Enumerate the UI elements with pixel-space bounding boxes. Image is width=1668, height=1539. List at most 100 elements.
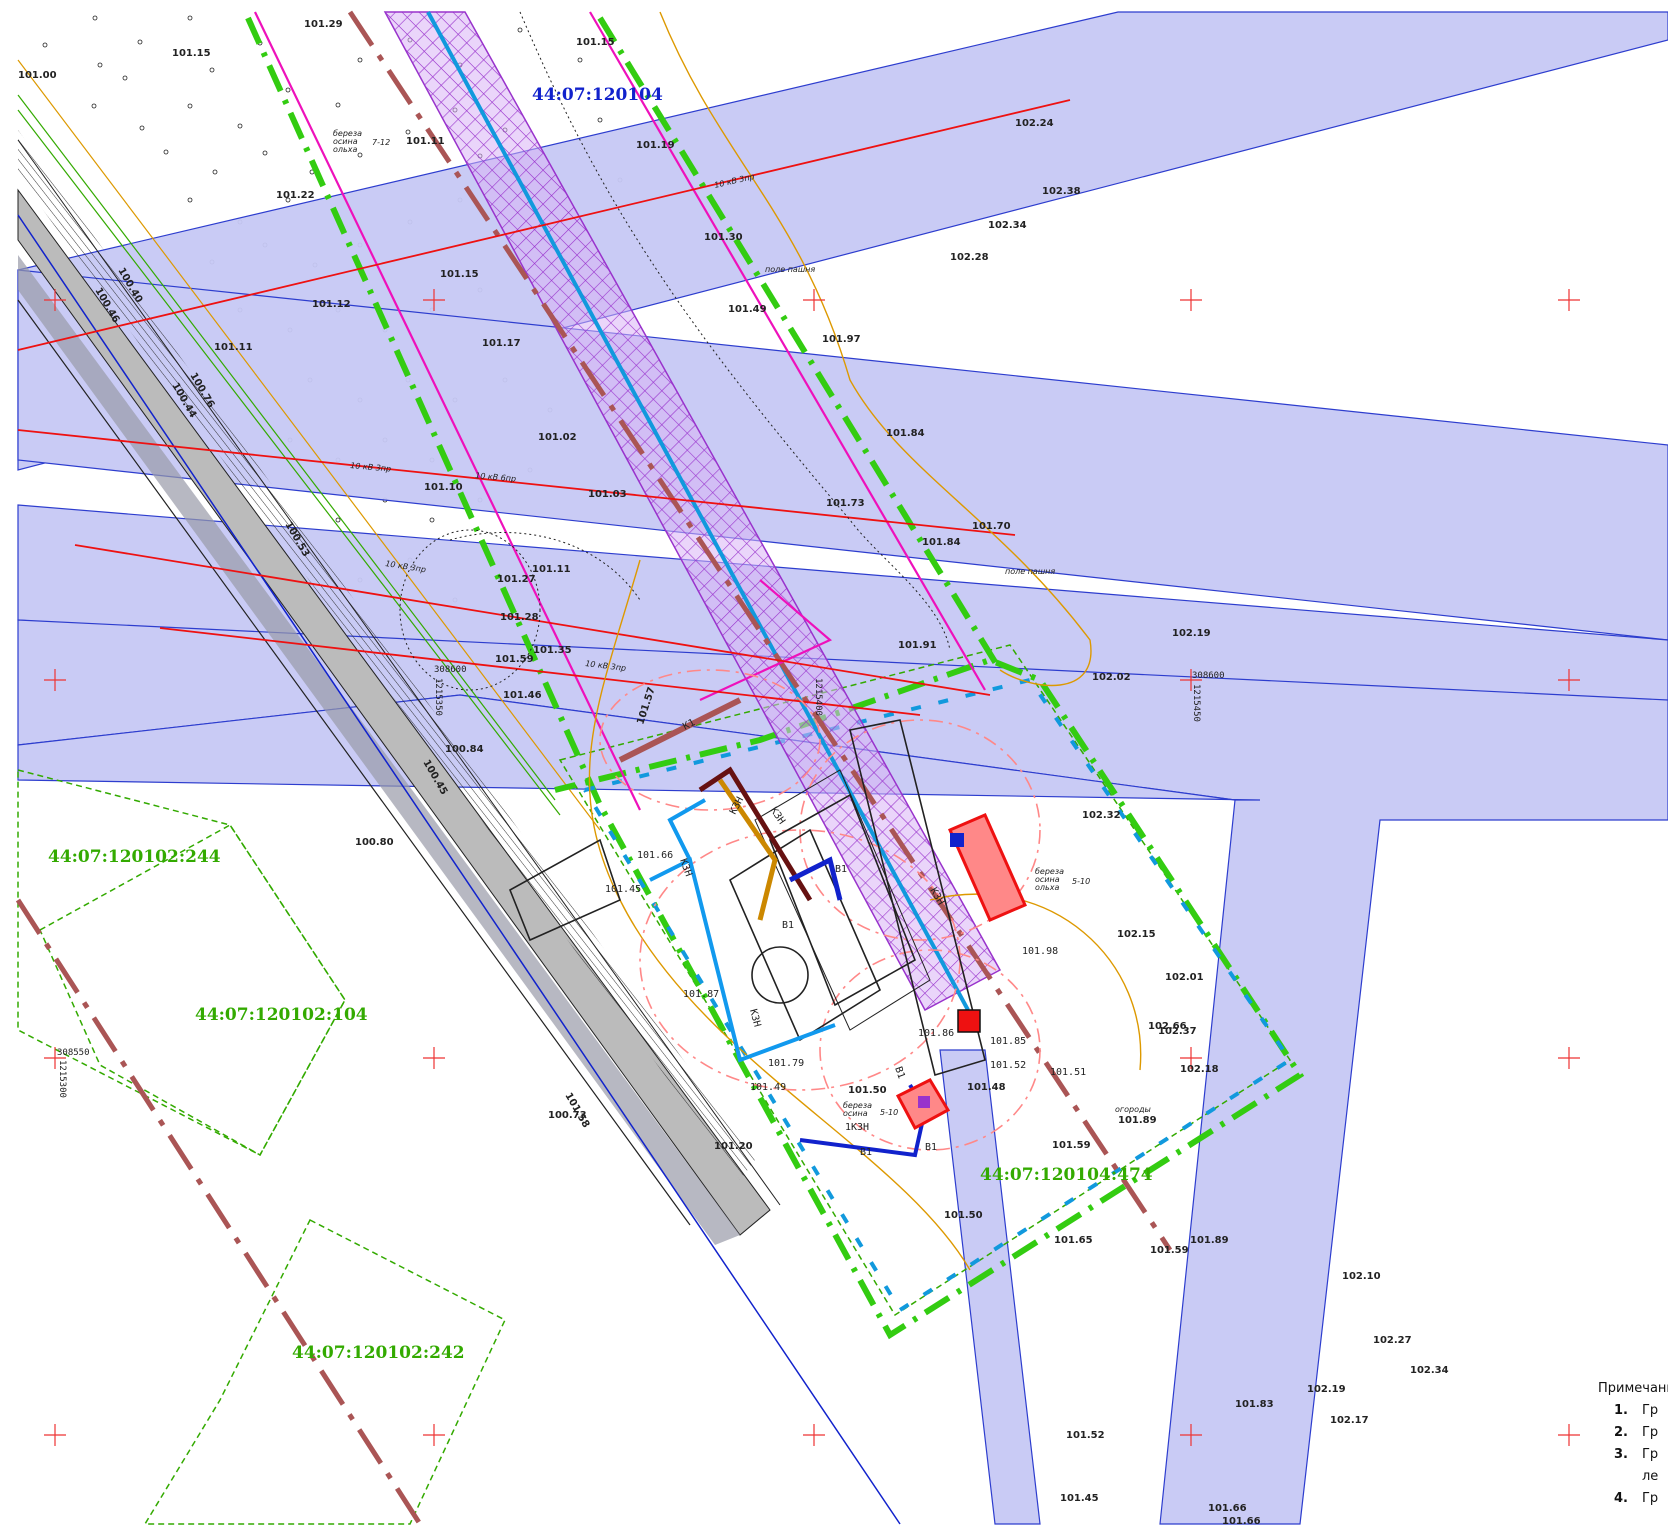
elevation-label: 102.66 bbox=[1148, 1021, 1187, 1032]
elevation-label: 101.59 bbox=[495, 654, 534, 665]
elevation-label: 101.52 bbox=[1066, 1430, 1105, 1441]
elevation-label: 102.28 bbox=[950, 252, 989, 263]
elevation-label: 101.45 bbox=[605, 884, 641, 895]
network-label: К1 bbox=[681, 717, 697, 732]
elevation-label: 101.84 bbox=[886, 428, 925, 439]
elevation-label: 101.51 bbox=[1050, 1067, 1086, 1078]
svg-text:осина: осина bbox=[1035, 875, 1060, 884]
network-label: В1 bbox=[835, 864, 847, 875]
elevation-label: 101.87 bbox=[683, 989, 719, 1000]
elevation-label: 101.73 bbox=[826, 498, 865, 509]
coord-label: 1215350 bbox=[433, 678, 443, 716]
elevation-label: 101.11 bbox=[532, 564, 571, 575]
elevation-label: 101.46 bbox=[503, 690, 542, 701]
power-lines bbox=[17, 99, 1071, 716]
coord-label: 308550 bbox=[57, 1048, 90, 1058]
elevation-label: 101.66 bbox=[1208, 1503, 1247, 1514]
coord-label: 308600 bbox=[434, 665, 467, 675]
elevation-label: 101.15 bbox=[576, 37, 615, 48]
elevation-label: 101.86 bbox=[918, 1028, 954, 1039]
parcel-label-104: 44:07:120102:104 bbox=[195, 1005, 368, 1025]
svg-text:5-10: 5-10 bbox=[880, 1108, 898, 1117]
tree-label-2: береза осина ольха 5-10 bbox=[1035, 867, 1090, 892]
notes-item-text: Гр bbox=[1642, 1491, 1659, 1506]
notes-panel: Примечания 1. Гр 2. Гр 3. Гр ле 4. Гр bbox=[1598, 1378, 1668, 1510]
notes-item-text: Гр bbox=[1642, 1447, 1659, 1462]
network-label: В1 bbox=[782, 920, 794, 931]
network-label: К3Н bbox=[747, 1008, 762, 1028]
elevation-label: 102.19 bbox=[1172, 628, 1211, 639]
land-label: огороды bbox=[1115, 1105, 1151, 1114]
elevation-label: 101.59 bbox=[1150, 1245, 1189, 1256]
elevation-label: 101.19 bbox=[636, 140, 675, 151]
elevation-label: 102.18 bbox=[1180, 1064, 1219, 1075]
elevation-label: 101.49 bbox=[728, 304, 767, 315]
elevation-label: 101.70 bbox=[972, 521, 1011, 532]
elevation-label: 101.52 bbox=[990, 1060, 1026, 1071]
elevation-label: 101.20 bbox=[714, 1141, 753, 1152]
svg-text:береза: береза bbox=[843, 1101, 872, 1110]
network-label: В1 bbox=[925, 1142, 937, 1153]
elevation-label: 102.32 bbox=[1082, 810, 1121, 821]
notes-item-text: Гр bbox=[1642, 1403, 1659, 1418]
elevation-label: 101.66 bbox=[1222, 1516, 1261, 1527]
svg-text:5-10: 5-10 bbox=[1072, 877, 1090, 886]
elevation-label: 101.66 bbox=[637, 850, 673, 861]
notes-item: 4. Гр bbox=[1598, 1488, 1668, 1510]
grid-crosses bbox=[44, 289, 1580, 1446]
notes-item-num: 3. bbox=[1614, 1447, 1628, 1462]
elevation-label: 101.22 bbox=[276, 190, 315, 201]
elevation-label: 101.02 bbox=[538, 432, 577, 443]
elevation-label: 101.15 bbox=[440, 269, 479, 280]
notes-item: ле bbox=[1598, 1466, 1668, 1488]
elevation-label: 101.49 bbox=[750, 1082, 786, 1093]
elevation-label: 102.34 bbox=[1410, 1365, 1449, 1376]
elevation-label: 100.80 bbox=[355, 837, 394, 848]
elevation-label: 101.03 bbox=[588, 489, 627, 500]
elevation-label: 102.01 bbox=[1165, 972, 1204, 983]
notes-item-num: 1. bbox=[1614, 1403, 1628, 1418]
coord-label: 1215400 bbox=[813, 678, 823, 716]
parcel-label-242: 44:07:120102:242 bbox=[292, 1343, 465, 1363]
dotted-lines bbox=[399, 11, 951, 691]
power-label: 10 кВ 6пр bbox=[475, 471, 517, 484]
land-label: поле пашня bbox=[1005, 567, 1055, 576]
elevation-label: 101.85 bbox=[990, 1036, 1026, 1047]
svg-text:береза: береза bbox=[333, 129, 362, 138]
svg-text:осина: осина bbox=[333, 137, 358, 146]
magenta-lines bbox=[254, 11, 986, 811]
coord-label: 1215450 bbox=[1191, 684, 1201, 722]
elevation-label: 102.34 bbox=[988, 220, 1027, 231]
orange-contours bbox=[588, 11, 1142, 1271]
elevation-label: 101.15 bbox=[172, 48, 211, 59]
elevation-label: 100.73 bbox=[548, 1110, 587, 1121]
elevation-label: 101.79 bbox=[768, 1058, 804, 1069]
elevation-label: 100.84 bbox=[445, 744, 484, 755]
hatched-corridor bbox=[383, 11, 1002, 1012]
elevation-label: 102.02 bbox=[1092, 672, 1131, 683]
elevation-label: 101.00 bbox=[18, 70, 57, 81]
elevation-label: 101.11 bbox=[406, 136, 445, 147]
notes-item: 3. Гр bbox=[1598, 1444, 1668, 1466]
elevation-label: 102.17 bbox=[1330, 1415, 1369, 1426]
notes-item: 2. Гр bbox=[1598, 1422, 1668, 1444]
cadastral-parcels bbox=[17, 644, 1292, 1525]
networks bbox=[618, 697, 928, 1158]
elevation-label: 101.89 bbox=[1190, 1235, 1229, 1246]
network-label: 1К3Н bbox=[845, 1122, 869, 1133]
svg-text:ольха: ольха bbox=[1035, 883, 1059, 892]
elevation-label: 101.30 bbox=[704, 232, 743, 243]
elevation-label: 101.12 bbox=[312, 299, 351, 310]
svg-text:7-12: 7-12 bbox=[372, 138, 390, 147]
elevation-label: 101.50 bbox=[944, 1210, 983, 1221]
parcel-label-244: 44:07:120102:244 bbox=[48, 847, 221, 867]
elevation-label: 101.11 bbox=[214, 342, 253, 353]
elevation-label: 101.45 bbox=[1060, 1493, 1099, 1504]
network-label: В1 bbox=[860, 1147, 872, 1158]
elevation-label: 102.38 bbox=[1042, 186, 1081, 197]
svg-text:береза: береза bbox=[1035, 867, 1064, 876]
notes-item-text: Гр bbox=[1642, 1425, 1659, 1440]
elevation-label: 101.97 bbox=[822, 334, 861, 345]
power-label: 10 кВ 3пр bbox=[350, 461, 392, 474]
